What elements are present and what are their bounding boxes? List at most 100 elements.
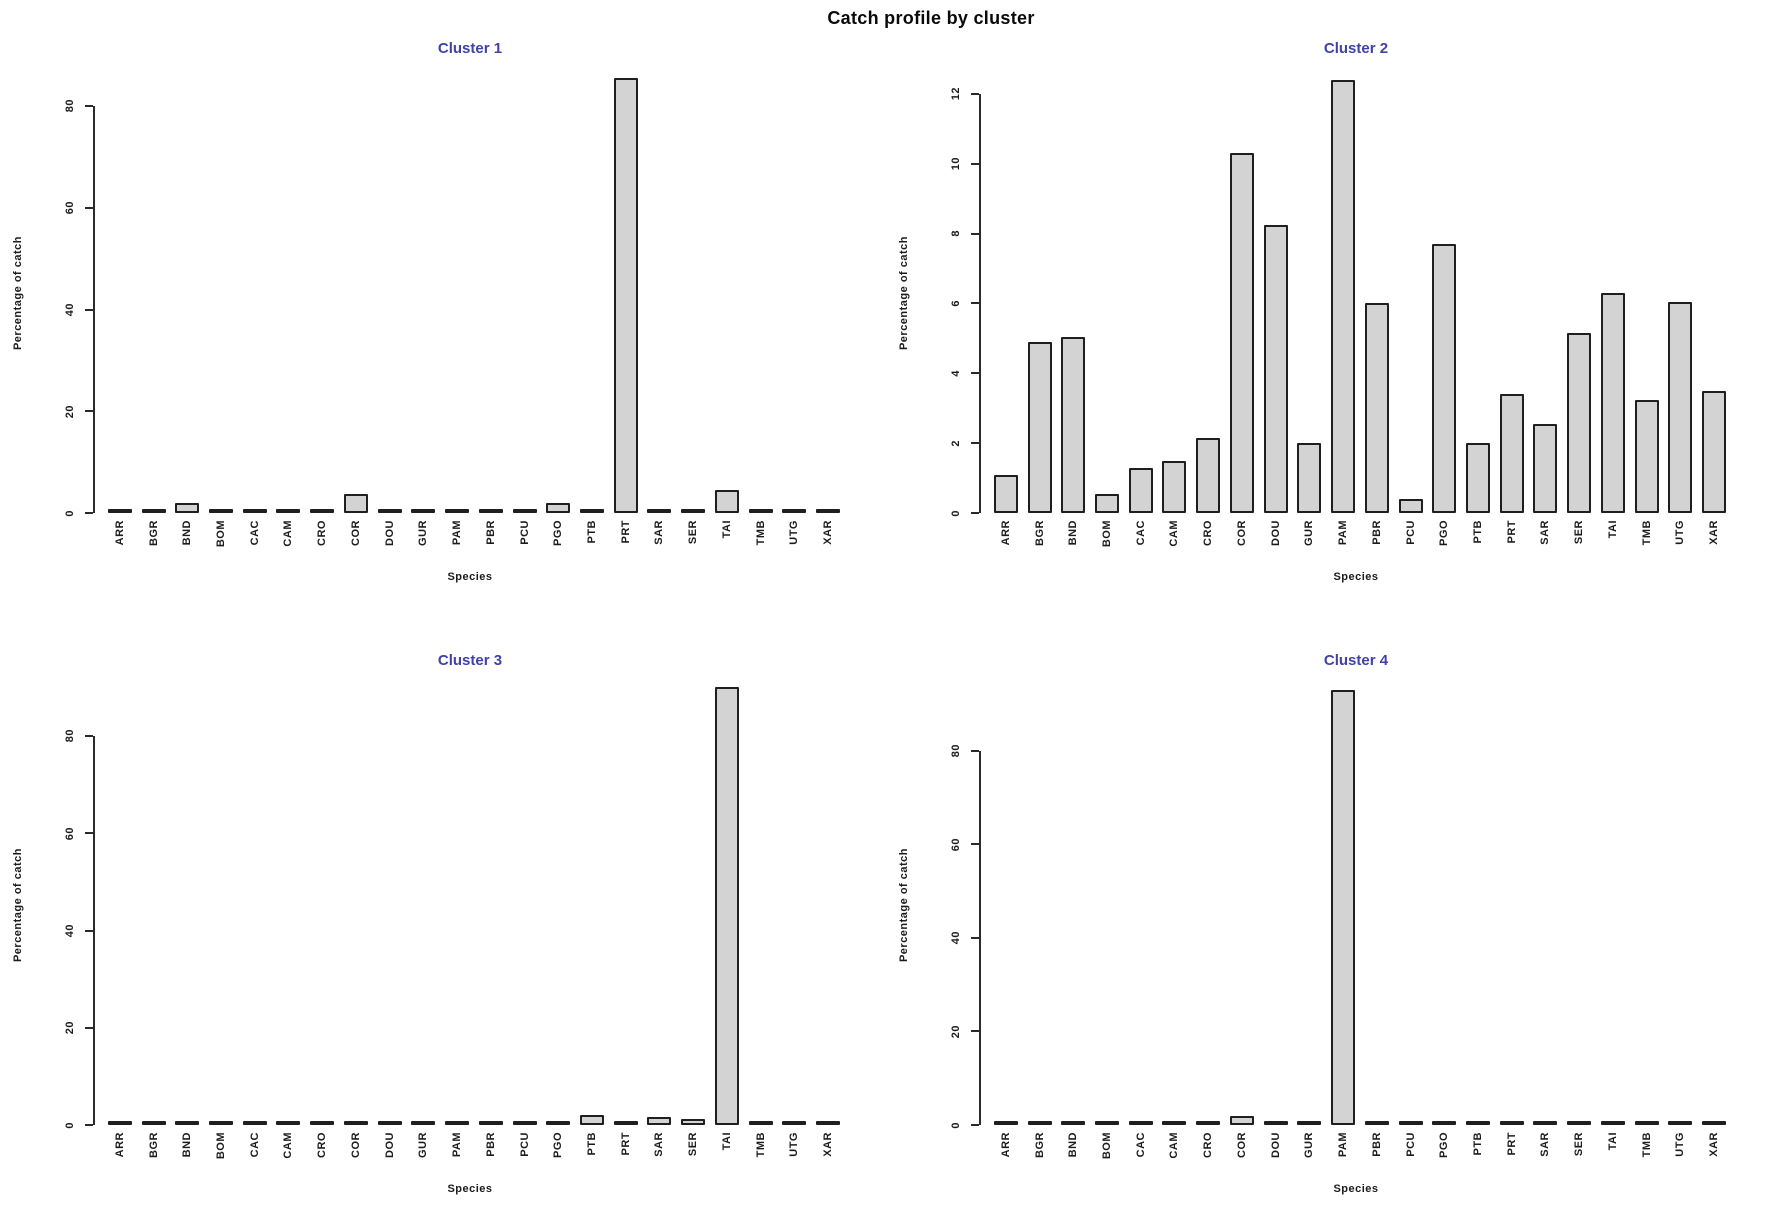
bar-slot-BGR <box>1023 73 1057 513</box>
x-tick-label-text: SAR <box>653 1132 666 1157</box>
bar-PRT <box>613 1121 638 1125</box>
x-tick-label-text: PBR <box>484 1132 497 1157</box>
bar-slot-BOM <box>1090 73 1124 513</box>
x-tick-label-XAR: XAR <box>811 1125 845 1186</box>
bar-SAR <box>1533 423 1558 513</box>
y-tick-label: 0 <box>59 1105 81 1145</box>
x-tick-label-text: PRT <box>619 1132 632 1156</box>
bar-slot-SER <box>676 685 710 1125</box>
x-tick-label-GUR: GUR <box>407 513 441 574</box>
y-tick <box>971 936 979 939</box>
bar-PBR <box>1364 1121 1389 1125</box>
bar-slot-CAC <box>238 73 272 513</box>
bar-GUR <box>1297 1121 1322 1125</box>
bar-CRO <box>310 509 335 513</box>
bar-PCU <box>1398 499 1423 513</box>
y-tick-label-text: 0 <box>950 1121 962 1129</box>
y-tick <box>85 735 93 738</box>
x-tick-label-text: PBR <box>484 520 497 545</box>
bar-slot-DOU <box>1259 685 1293 1125</box>
x-tick-label-TAI: TAI <box>710 1125 744 1186</box>
x-tick-label-SER: SER <box>676 1125 710 1186</box>
x-tick-label-text: XAR <box>1708 520 1721 545</box>
bar-GUR <box>1297 443 1322 513</box>
x-tick-label-text: PCU <box>518 520 531 545</box>
x-tick-label-BND: BND <box>1056 513 1090 574</box>
x-tick-label-PAM: PAM <box>1326 1125 1360 1186</box>
x-tick-label-text: CAC <box>1134 520 1147 546</box>
x-tick-label-text: PRT <box>1505 1132 1518 1156</box>
x-tick-label-text: ARR <box>113 1132 126 1158</box>
bar-SER <box>681 509 706 513</box>
y-tick-label: 8 <box>945 214 967 254</box>
x-tick-label-ARR: ARR <box>989 513 1023 574</box>
bar-slot-UTG <box>1664 685 1698 1125</box>
bar-slot-BND <box>1056 73 1090 513</box>
bar-slot-BND <box>170 685 204 1125</box>
y-axis-label: Percentage of catch <box>894 203 914 383</box>
bar-slot-BOM <box>204 73 238 513</box>
x-tick-label-COR: COR <box>339 1125 373 1186</box>
x-tick-label-PBR: PBR <box>1360 513 1394 574</box>
x-tick-label-text: DOU <box>1269 1132 1282 1158</box>
bar-slot-BND <box>1056 685 1090 1125</box>
x-tick-label-UTG: UTG <box>778 513 812 574</box>
bar-slot-DOU <box>373 685 407 1125</box>
x-tick-label-text: XAR <box>822 520 835 545</box>
bar-slot-ARR <box>103 685 137 1125</box>
bar-PCU <box>512 1121 537 1125</box>
x-tick-label-text: CRO <box>1202 520 1215 546</box>
x-tick-label-text: SER <box>687 1132 700 1157</box>
x-tick-label-BND: BND <box>170 1125 204 1186</box>
x-tick-label-text: PCU <box>1404 520 1417 545</box>
chart-title: Cluster 2 <box>1323 40 1389 57</box>
x-tick-label-DOU: DOU <box>373 513 407 574</box>
x-tick-label-text: BOM <box>1101 520 1114 548</box>
bar-slot-TMB <box>1630 685 1664 1125</box>
plot-area: 0 2 4 6 8 10 12 <box>950 73 1731 516</box>
x-tick-label-text: PTB <box>1472 520 1485 544</box>
bar-slot-TMB <box>744 73 778 513</box>
x-tick-label-COR: COR <box>1225 1125 1259 1186</box>
x-tick-label-ARR: ARR <box>989 1125 1023 1186</box>
bar-BOM <box>1095 1121 1120 1125</box>
x-axis-label: Species <box>1333 1183 1379 1195</box>
bar-slot-PAM <box>1326 73 1360 513</box>
bar-TMB <box>748 509 773 513</box>
y-tick <box>85 1026 93 1029</box>
bar-XAR <box>1702 390 1727 513</box>
bar-UTG <box>782 509 807 513</box>
bar-TAI <box>714 687 739 1125</box>
bar-COR <box>1229 1115 1254 1125</box>
bar-slot-PRT <box>609 73 643 513</box>
y-tick <box>971 512 979 514</box>
bar-PGO <box>1432 244 1457 513</box>
y-axis-line <box>979 750 981 1125</box>
x-tick-label-GUR: GUR <box>1293 1125 1327 1186</box>
x-tick-label-text: CRO <box>1202 1132 1215 1158</box>
x-tick-label-PGO: PGO <box>1427 1125 1461 1186</box>
x-tick-label-BND: BND <box>1056 1125 1090 1186</box>
x-tick-label-CAM: CAM <box>272 1125 306 1186</box>
x-tick-label-CAM: CAM <box>1158 1125 1192 1186</box>
bar-BGR <box>1027 1121 1052 1125</box>
x-tick-label-text: XAR <box>822 1132 835 1157</box>
bar-PCU <box>1398 1121 1423 1125</box>
x-tick-label-text: TAI <box>1606 1132 1619 1151</box>
bar-ARR <box>993 1121 1018 1125</box>
y-axis-label-text: Percentage of catch <box>12 847 24 963</box>
x-tick-label-text: PRT <box>619 520 632 544</box>
bar-PAM <box>1331 689 1356 1125</box>
bar-DOU <box>377 1121 402 1125</box>
x-tick-label-text: PCU <box>1404 1132 1417 1157</box>
bar-GUR <box>411 1121 436 1125</box>
chart-cluster-4: Cluster 4 Percentage of catch 0 20 40 60 80 ARR… <box>886 640 1772 1206</box>
y-tick <box>971 843 979 846</box>
bar-slot-PTB <box>575 685 609 1125</box>
x-tick-label-TMB: TMB <box>744 513 778 574</box>
x-tick-label-PTB: PTB <box>575 1125 609 1186</box>
x-tick-label-PAM: PAM <box>440 1125 474 1186</box>
bar-slot-COR <box>1225 73 1259 513</box>
x-axis-labels: ARR BGR BND BOM CAC CAM CRO COR DOU GUR PAM PBR PCU P… <box>95 513 845 567</box>
